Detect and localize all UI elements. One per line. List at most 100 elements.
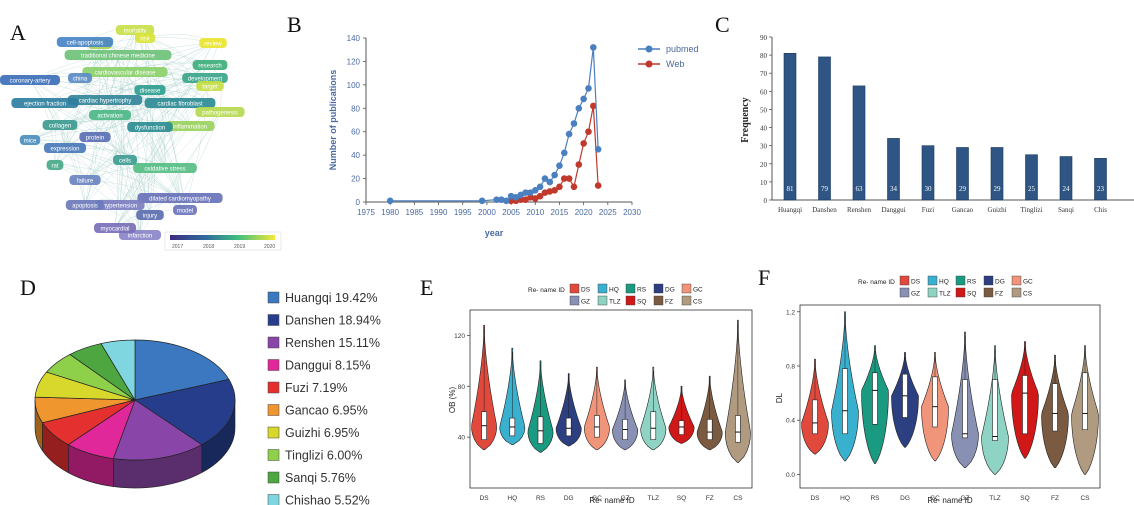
y-axis-title: DL [775,392,784,403]
box-cs [735,415,741,443]
network-link [59,124,86,206]
y-tick-label: 30 [760,143,768,151]
network-node [95,200,145,210]
x-axis-title: Re- name ID [589,496,635,505]
y-tick-label: 20 [351,175,360,184]
network-link [84,102,181,181]
bar [852,85,866,201]
bar-value-label: 81 [787,185,795,193]
data-point-pubmed [575,104,583,112]
legend-swatch [653,283,664,294]
legend-label: HQ [609,287,619,294]
network-node [11,98,79,108]
y-tick-label: 40 [760,125,768,133]
network-node [136,210,164,220]
legend-label-pubmed: pubmed [666,44,699,54]
legend-label: RS [637,287,647,294]
legend-label: TLZ [609,299,621,306]
x-tick-label: TLZ [989,495,1001,502]
legend-label: GC [693,287,703,294]
box-fz [706,419,713,440]
network-node [46,160,64,170]
legend-label: DS [911,279,921,286]
network-link [124,71,166,169]
network-node-label: research [198,64,221,70]
panel-c-label: C [715,12,730,37]
x-axis-title: year [485,228,504,238]
network-node-label: pathogenesis [202,111,238,117]
y-tick-label: 40 [458,435,466,442]
network-link [144,37,191,127]
y-tick-label: 1.2 [786,309,795,316]
x-tick-label: DS [480,495,490,502]
plot-frame [799,304,1101,489]
data-point-pubmed [580,95,587,103]
network-link [119,125,191,206]
network-node-label: china [73,77,88,83]
bar [1025,154,1038,201]
network-node-label: inflammation [173,125,207,131]
x-tick-label: 1985 [405,208,423,217]
colorbar-gradient [170,235,275,240]
y-tick-label: 20 [760,161,768,169]
data-point-pubmed [478,197,486,205]
network-node [67,95,143,105]
legend-swatch [899,287,910,298]
data-point-pubmed [551,171,558,179]
network-node-label: risk [140,37,150,43]
x-tick-label: GC [592,495,602,502]
y-tick-label: 80 [458,384,466,391]
network-node [165,121,215,131]
network-node [42,120,78,130]
legend-label: GZ [911,291,920,298]
colorbar-tick: 2017 [172,244,183,250]
legend-swatch [927,275,938,286]
legend-label: Danshen 18.94% [285,314,381,328]
panel-e-label: E [420,275,433,300]
network-link [114,102,181,229]
legend-swatch [267,359,280,371]
keyword-network: mortalityriskreviewheartcell-apoptosistr… [0,25,282,251]
bar [887,138,900,201]
network-node [133,163,197,173]
data-point-pubmed [565,130,573,138]
network-node [82,67,168,77]
y-tick-label: 90 [760,34,768,42]
network-node-label: development [188,77,223,83]
data-point-pubmed [536,183,544,191]
x-tick-label: 2020 [575,208,593,217]
x-tick-label: GZ [960,495,969,502]
network-node [115,25,155,35]
network-node-label: target [202,85,218,91]
panel-f-label: F [758,265,770,290]
series-line-web [511,105,599,202]
box-hq [842,368,848,435]
network-link [179,111,221,199]
y-tick-label: 80 [760,52,768,60]
network-node [0,75,60,85]
x-tick-label: Danshen [812,206,837,214]
legend-swatch [681,283,692,294]
panel-d-label: D [20,275,36,300]
x-tick-label: 1975 [357,208,375,217]
legend-swatch [681,295,692,306]
network-node [113,155,137,165]
network-node [195,107,245,117]
network-link [164,111,221,169]
dl-violin-plot: Re- name ID DS HQ RS DG GC GZ TLZ SQ FZ CS 0.0 0.4 0… [775,275,1101,505]
network-node [65,200,105,210]
x-tick-label: FZ [706,495,714,502]
bar-value-label: 79 [821,185,829,193]
network-link [119,102,181,206]
network-node [199,38,227,48]
bar [921,145,935,201]
x-tick-label: 2000 [478,208,496,217]
box-tlz [650,411,657,440]
network-link [119,77,206,206]
y-tick-label: 10 [760,179,768,187]
network-link [29,85,211,141]
data-point-pubmed [570,120,578,127]
network-node [182,73,228,83]
y-tick-label: 0 [764,197,768,205]
network-node [173,205,197,215]
